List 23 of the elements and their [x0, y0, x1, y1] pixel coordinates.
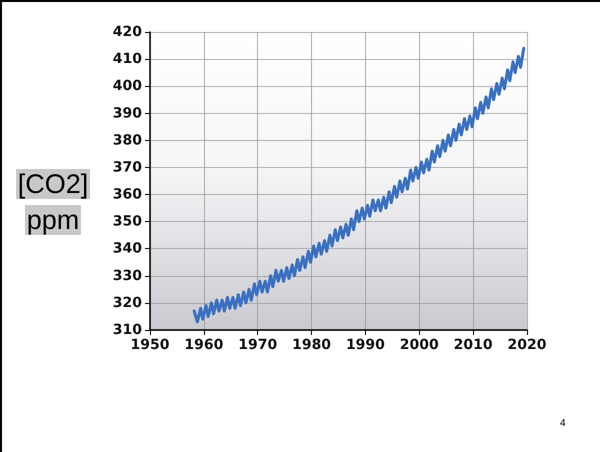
y-tick-label: 390 [112, 105, 142, 122]
y-tick-label: 410 [112, 51, 142, 68]
x-tick-label: 1990 [346, 337, 386, 353]
y-tick-label: 350 [112, 214, 142, 230]
y-tick-label: 340 [112, 240, 142, 257]
y-tick-label: 320 [112, 294, 142, 311]
x-tick-label: 1960 [184, 337, 224, 353]
x-tick-label: 1950 [130, 337, 170, 353]
x-tick-label: 2000 [400, 337, 440, 353]
y-tick-label: 380 [112, 132, 142, 148]
y-tick-label: 400 [112, 78, 142, 94]
x-tick-label: 2010 [454, 337, 493, 353]
x-tick-label: 2020 [508, 337, 547, 353]
x-tick-label: 1980 [292, 337, 332, 353]
text: 4 [560, 418, 566, 429]
line-series [192, 46, 526, 324]
y-tick-label: 330 [112, 268, 142, 284]
y-tick-label: 310 [112, 322, 142, 338]
y-tick-label: 360 [112, 186, 142, 203]
y-axis-title: [CO2] ppm [16, 169, 90, 235]
y-tick-label: 420 [112, 24, 142, 40]
x-tick-label: 1970 [238, 337, 278, 353]
y-tick-label: 370 [112, 159, 142, 176]
